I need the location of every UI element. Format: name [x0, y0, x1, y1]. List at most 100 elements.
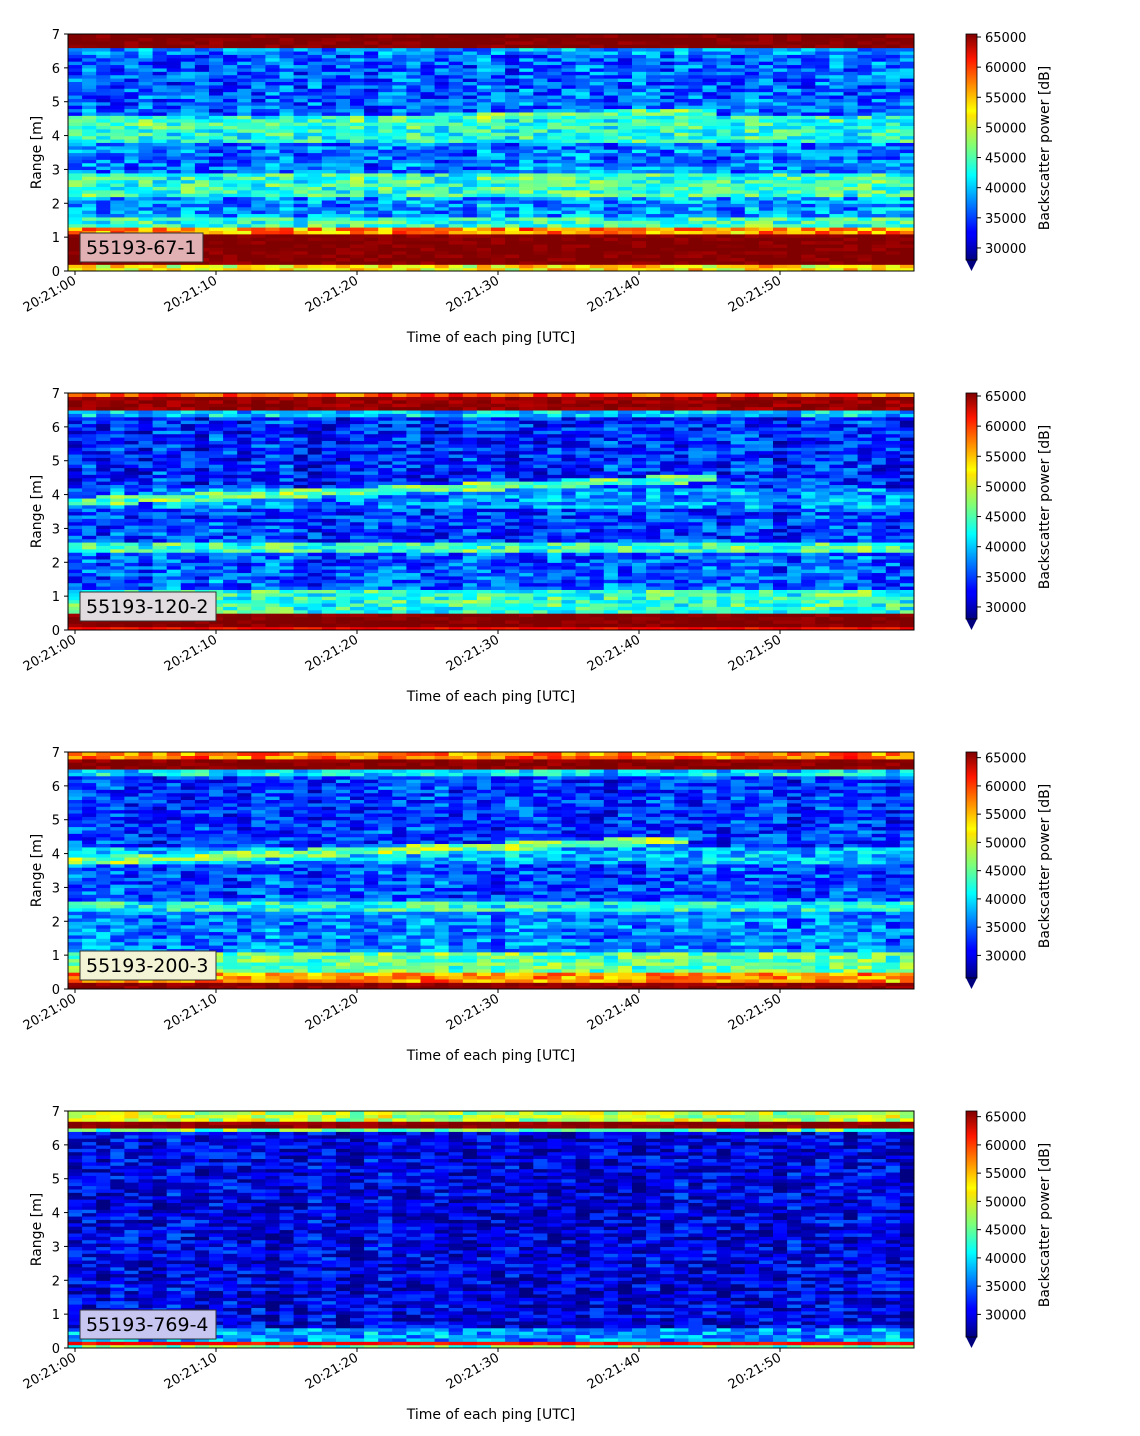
heatmap-cell: [152, 210, 168, 215]
heatmap-cell: [223, 206, 238, 211]
heatmap-cell: [321, 91, 337, 96]
heatmap-cell: [138, 416, 154, 421]
heatmap-cell: [307, 196, 323, 201]
heatmap-cell: [194, 501, 210, 506]
heatmap-cell: [744, 138, 760, 143]
heatmap-cell: [899, 179, 914, 184]
heatmap-cell: [815, 240, 830, 245]
heatmap-cell: [491, 223, 506, 228]
heatmap-cell: [547, 71, 563, 76]
heatmap-cell: [251, 91, 266, 96]
heatmap-cell: [152, 487, 168, 492]
heatmap-cell: [589, 145, 605, 150]
heatmap-cell: [138, 172, 154, 177]
heatmap-cell: [547, 257, 563, 262]
heatmap-cell: [885, 81, 901, 86]
heatmap-cell: [491, 216, 506, 221]
heatmap-cell: [815, 166, 830, 171]
heatmap-cell: [166, 562, 182, 567]
heatmap-cell: [265, 34, 281, 38]
heatmap-cell: [885, 145, 901, 150]
heatmap-cell: [885, 122, 901, 127]
heatmap-cell: [744, 64, 760, 69]
heatmap-cell: [138, 487, 154, 492]
heatmap-cell: [476, 199, 492, 204]
heatmap-cell: [237, 199, 252, 204]
heatmap-cell: [603, 230, 619, 235]
heatmap-cell: [801, 152, 816, 157]
heatmap-cell: [660, 64, 675, 69]
heatmap-cell: [843, 84, 859, 89]
heatmap-cell: [364, 243, 379, 248]
heatmap-cell: [166, 196, 182, 201]
heatmap-cell: [251, 226, 266, 231]
heatmap-cell: [82, 169, 97, 174]
heatmap-cell: [533, 179, 548, 184]
heatmap-cell: [547, 240, 563, 245]
heatmap-cell: [110, 450, 125, 455]
heatmap-cell: [251, 254, 266, 259]
heatmap-cell: [166, 406, 182, 411]
heatmap-cell: [110, 169, 125, 174]
heatmap-cell: [575, 125, 591, 130]
heatmap-cell: [335, 264, 351, 269]
heatmap-cell: [279, 216, 295, 221]
heatmap-cell: [660, 226, 675, 231]
heatmap-cell: [251, 37, 266, 42]
heatmap-cell: [209, 138, 224, 143]
heatmap-cell: [843, 226, 859, 231]
heatmap-cell: [124, 166, 140, 171]
heatmap-cell: [674, 182, 689, 187]
heatmap-cell: [617, 142, 633, 147]
heatmap-cell: [730, 162, 746, 167]
heatmap-cell: [68, 599, 83, 604]
heatmap-cell: [829, 152, 845, 157]
heatmap-cell: [194, 589, 210, 594]
heatmap-cell: [603, 122, 619, 127]
heatmap-cell: [519, 186, 534, 191]
heatmap-cell: [716, 37, 732, 42]
heatmap-cell: [505, 125, 520, 130]
heatmap-cell: [166, 558, 182, 563]
heatmap-cell: [82, 552, 97, 557]
heatmap-cell: [392, 213, 407, 218]
heatmap-cell: [223, 243, 238, 248]
heatmap-cell: [561, 108, 577, 113]
heatmap-cell: [251, 203, 266, 208]
heatmap-cell: [462, 230, 478, 235]
heatmap-cell: [829, 71, 845, 76]
heatmap-cell: [885, 115, 901, 120]
heatmap-cell: [773, 50, 788, 55]
heatmap-cell: [787, 243, 802, 248]
heatmap-cell: [660, 132, 675, 137]
heatmap-cell: [68, 453, 83, 458]
heatmap-cell: [744, 189, 760, 194]
heatmap-cell: [857, 210, 873, 215]
heatmap-cell: [392, 118, 407, 123]
heatmap-cell: [491, 179, 506, 184]
heatmap-cell: [533, 172, 548, 177]
heatmap-cell: [843, 138, 859, 143]
heatmap-cell: [434, 220, 450, 225]
heatmap-cell: [561, 257, 577, 262]
heatmap-cell: [307, 34, 323, 38]
heatmap-cell: [646, 40, 661, 45]
heatmap-cell: [378, 193, 393, 198]
heatmap-cell: [96, 155, 111, 160]
heatmap-cell: [476, 122, 492, 127]
heatmap-cell: [871, 226, 887, 231]
heatmap-cell: [448, 216, 464, 221]
heatmap-cell: [251, 264, 266, 269]
heatmap-cell: [82, 260, 97, 265]
heatmap-cell: [773, 230, 788, 235]
heatmap-cell: [124, 57, 140, 62]
heatmap-cell: [589, 243, 605, 248]
heatmap-cell: [82, 50, 97, 55]
heatmap-cell: [152, 433, 168, 438]
heatmap-cell: [420, 67, 436, 72]
heatmap-cell: [124, 50, 140, 55]
heatmap-cell: [110, 206, 125, 211]
heatmap-cell: [350, 166, 365, 171]
heatmap-cell: [350, 220, 365, 225]
heatmap-cell: [871, 257, 887, 262]
